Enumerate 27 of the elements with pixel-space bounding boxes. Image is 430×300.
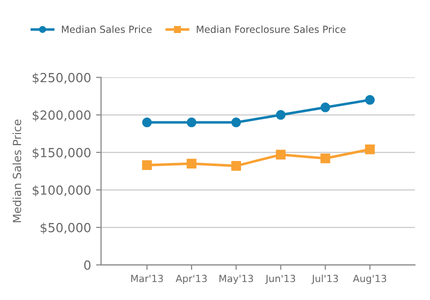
- point: [365, 144, 375, 154]
- x-tick-label: Apr'13: [176, 274, 207, 284]
- point: [186, 158, 196, 169]
- y-tick-label: $100,000: [32, 185, 90, 196]
- y-tick-label: $200,000: [32, 110, 90, 122]
- point: [276, 110, 286, 120]
- point: [320, 102, 330, 112]
- x-tick-label: Aug'13: [352, 274, 386, 284]
- point: [276, 150, 286, 160]
- y-tick-label: $50,000: [40, 222, 90, 234]
- legend-label: Median Sales Price: [62, 25, 152, 34]
- point: [231, 161, 242, 171]
- point: [320, 154, 330, 164]
- y-axis-title: Median Sales Price: [12, 120, 22, 222]
- point: [365, 95, 375, 105]
- point: [186, 118, 196, 128]
- y-tick-label: 0: [84, 260, 90, 270]
- x-tick-label: Jul'13: [311, 274, 338, 284]
- point: [231, 118, 242, 128]
- point: [142, 160, 152, 170]
- x-tick-label: Jun'13: [265, 274, 296, 284]
- y-tick-label: $150,000: [32, 148, 90, 159]
- y-tick-label: $250,000: [32, 72, 90, 84]
- point: [142, 118, 152, 128]
- x-tick-label: Mar'13: [131, 274, 163, 282]
- legend-label: Median Foreclosure Sales Price: [196, 25, 346, 34]
- x-tick-label: May'13: [220, 274, 253, 284]
